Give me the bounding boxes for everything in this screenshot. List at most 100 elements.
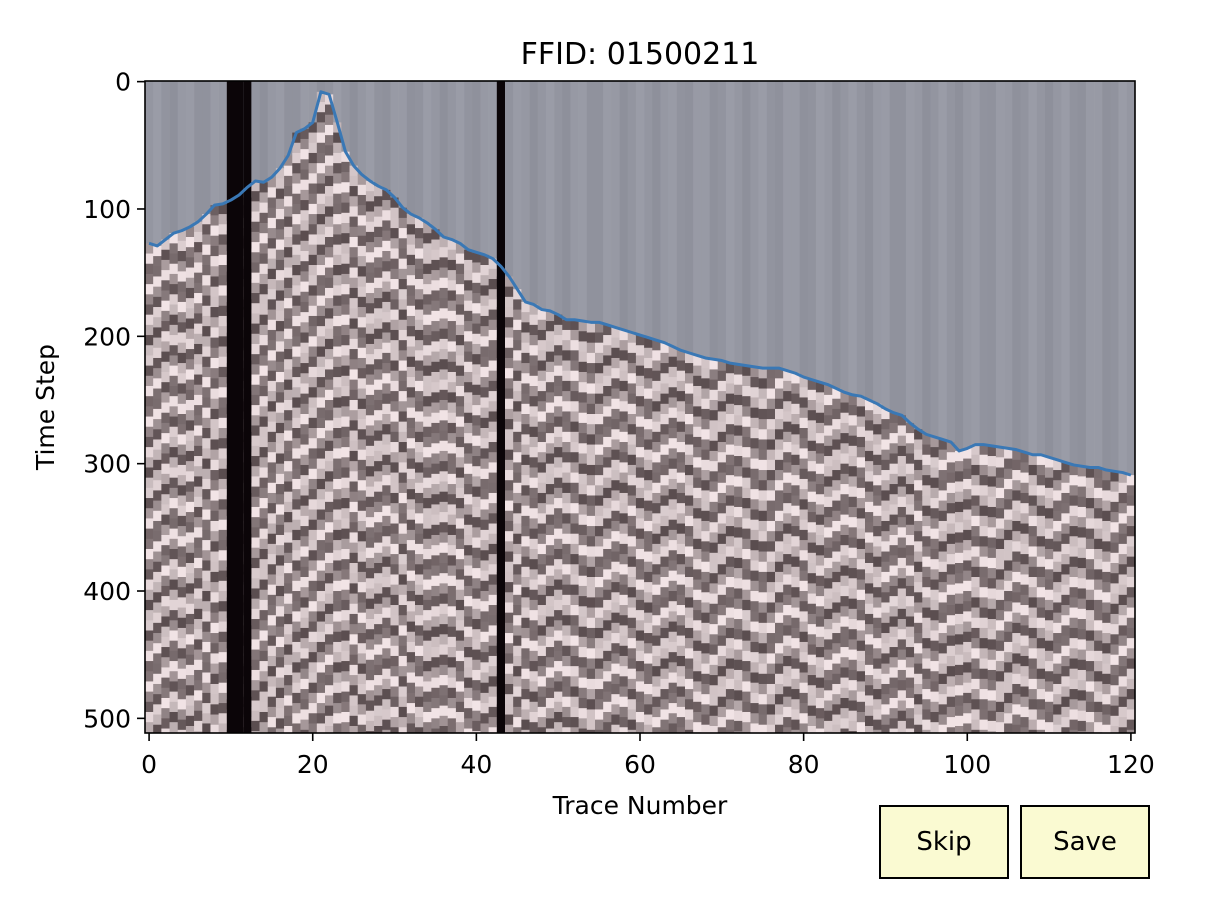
- amplitude-cell: [529, 355, 539, 367]
- amplitude-cell: [415, 258, 424, 270]
- amplitude-cell: [177, 312, 187, 323]
- amplitude-cell: [357, 317, 367, 328]
- amplitude-cell: [308, 315, 318, 327]
- amplitude-cell: [398, 574, 408, 586]
- amplitude-cell: [946, 564, 956, 575]
- amplitude-cell: [406, 428, 416, 439]
- amplitude-cell: [267, 401, 277, 412]
- amplitude-cell: [439, 654, 449, 666]
- amplitude-cell: [529, 589, 539, 601]
- amplitude-cell: [865, 664, 874, 676]
- background-column: [758, 81, 768, 370]
- amplitude-cell: [832, 500, 841, 512]
- amplitude-cell: [537, 452, 547, 463]
- amplitude-cell: [357, 541, 367, 553]
- amplitude-cell: [856, 508, 866, 519]
- amplitude-cell: [832, 388, 841, 400]
- amplitude-cell: [955, 583, 964, 595]
- amplitude-cell: [1069, 505, 1079, 517]
- amplitude-cell: [1061, 574, 1070, 586]
- amplitude-cell: [848, 639, 858, 651]
- amplitude-cell: [382, 200, 391, 211]
- amplitude-cell: [415, 442, 424, 453]
- amplitude-cell: [644, 510, 653, 522]
- amplitude-cell: [725, 434, 735, 446]
- amplitude-cell: [357, 561, 367, 573]
- amplitude-cell: [529, 538, 539, 550]
- amplitude-cell: [423, 661, 432, 672]
- amplitude-cell: [930, 661, 939, 672]
- amplitude-cell: [275, 596, 285, 607]
- amplitude-cell: [325, 104, 334, 116]
- amplitude-cell: [750, 407, 759, 419]
- amplitude-cell: [537, 431, 547, 443]
- amplitude-cell: [390, 492, 399, 504]
- amplitude-cell: [824, 690, 833, 702]
- amplitude-cell: [554, 711, 563, 723]
- amplitude-cell: [1020, 543, 1029, 555]
- amplitude-cell: [333, 692, 342, 704]
- amplitude-cell: [218, 560, 228, 572]
- amplitude-cell: [374, 359, 383, 370]
- amplitude-cell: [423, 304, 432, 316]
- amplitude-cell: [742, 548, 751, 560]
- amplitude-cell: [521, 597, 530, 609]
- seismic-image: [145, 81, 1135, 733]
- amplitude-cell: [644, 388, 653, 400]
- amplitude-cell: [406, 366, 416, 378]
- amplitude-cell: [513, 625, 522, 637]
- amplitude-cell: [922, 495, 931, 507]
- amplitude-cell: [545, 647, 555, 658]
- amplitude-cell: [284, 593, 293, 605]
- amplitude-cell: [586, 526, 596, 537]
- amplitude-cell: [365, 394, 375, 406]
- amplitude-cell: [717, 635, 727, 647]
- amplitude-cell: [194, 435, 203, 447]
- amplitude-cell: [873, 648, 882, 660]
- amplitude-cell: [586, 352, 596, 364]
- amplitude-cell: [807, 542, 817, 554]
- amplitude-cell: [325, 216, 334, 228]
- amplitude-cell: [300, 373, 309, 384]
- amplitude-cell: [897, 517, 907, 528]
- amplitude-cell: [775, 510, 784, 522]
- amplitude-cell: [406, 295, 416, 307]
- amplitude-cell: [439, 338, 449, 350]
- amplitude-cell: [374, 186, 383, 197]
- amplitude-cell: [635, 569, 645, 581]
- amplitude-cell: [685, 526, 694, 537]
- amplitude-cell: [725, 719, 735, 731]
- amplitude-cell: [472, 680, 481, 691]
- amplitude-cell: [218, 489, 228, 500]
- chart-title: FFID: 01500211: [521, 37, 760, 72]
- amplitude-cell: [390, 635, 399, 647]
- amplitude-cell: [930, 691, 939, 703]
- amplitude-cell: [431, 647, 440, 658]
- amplitude-cell: [1102, 582, 1111, 593]
- amplitude-cell: [840, 422, 849, 434]
- amplitude-cell: [995, 477, 1005, 489]
- amplitude-cell: [333, 550, 342, 561]
- amplitude-cell: [464, 606, 473, 617]
- amplitude-cell: [259, 691, 269, 703]
- amplitude-cell: [374, 430, 383, 442]
- amplitude-cell: [946, 615, 956, 626]
- amplitude-cell: [930, 732, 939, 733]
- amplitude-cell: [595, 403, 604, 415]
- amplitude-cell: [865, 430, 874, 442]
- amplitude-cell: [1045, 528, 1054, 540]
- amplitude-cell: [349, 420, 359, 432]
- amplitude-cell: [676, 594, 686, 606]
- amplitude-cell: [799, 540, 809, 551]
- amplitude-cell: [783, 533, 792, 545]
- amplitude-cell: [406, 672, 416, 684]
- amplitude-cell: [1004, 529, 1013, 541]
- amplitude-cell: [742, 559, 751, 570]
- amplitude-cell: [783, 431, 792, 443]
- amplitude-cell: [840, 596, 849, 607]
- amplitude-cell: [423, 620, 432, 631]
- amplitude-cell: [619, 452, 629, 463]
- amplitude-cell: [832, 704, 841, 716]
- amplitude-cell: [889, 412, 899, 424]
- amplitude-cell: [545, 443, 555, 454]
